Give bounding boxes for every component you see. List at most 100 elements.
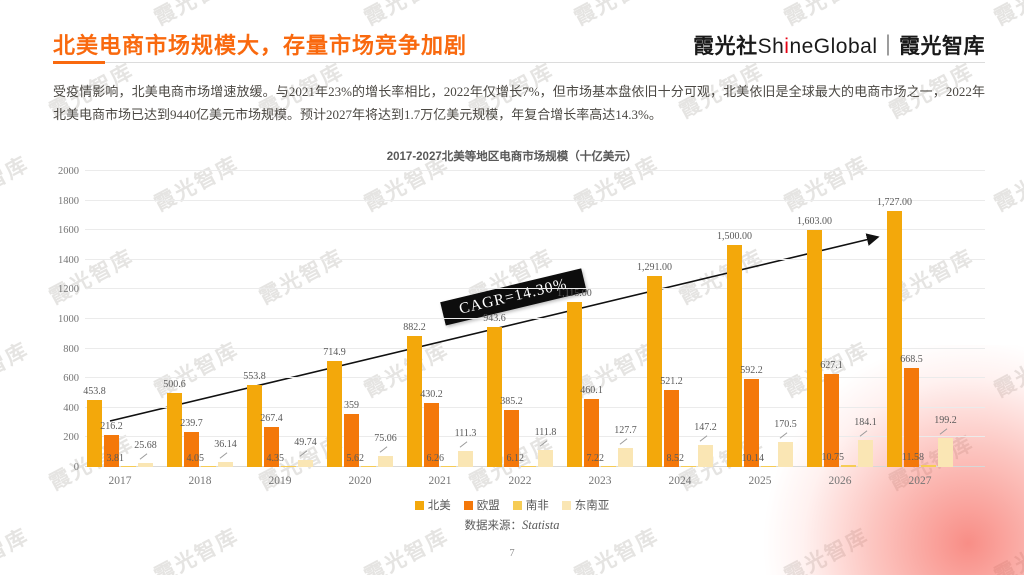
bar-value-label: 430.2: [420, 389, 443, 401]
bar-value-label: 3.81: [106, 452, 125, 464]
y-tick-label: 1800: [58, 195, 79, 207]
bar: [441, 465, 456, 467]
bar: [727, 245, 742, 467]
bar-value-label: 25.68: [134, 440, 157, 452]
bar-value-label: 627.1: [820, 360, 843, 372]
x-tick-label: 2027: [908, 475, 932, 487]
grid-line: [85, 377, 985, 379]
watermark-text: 霞光智库: [778, 0, 873, 32]
y-tick-label: 2000: [58, 166, 79, 177]
bar: [681, 465, 696, 467]
legend-label: 南非: [525, 500, 549, 512]
label-leader-line: [939, 427, 948, 435]
bar-value-label: 6.12: [506, 452, 525, 464]
bar-value-label: 111.8: [534, 427, 557, 439]
bar: [424, 403, 439, 467]
bar-value-label: 49.74: [294, 436, 317, 448]
bar-value-label: 7.22: [586, 452, 605, 464]
bar: [167, 392, 182, 467]
bar-group: 500.6 239.7 4.05 36.14: [163, 171, 237, 467]
bar-value-label: 1,603.00: [797, 215, 832, 227]
bar: [378, 455, 393, 467]
x-tick-label: 2021: [428, 475, 452, 487]
y-tick-label: 1000: [58, 314, 79, 325]
bar: [138, 463, 153, 467]
bar-value-label: 1,115.00: [557, 287, 592, 299]
bar-value-label: 4.05: [186, 452, 205, 464]
grid-line: [85, 229, 985, 231]
bar-group: 453.8 216.2 3.81 25.68: [83, 171, 157, 467]
bar: [407, 336, 422, 467]
grid-line: [85, 347, 985, 349]
y-tick-label: 1600: [58, 225, 79, 237]
data-source-label: 数据来源：: [464, 520, 522, 532]
bar: [567, 301, 582, 467]
grid-line: [85, 170, 985, 171]
bar: [504, 410, 519, 467]
label-leader-line: [619, 438, 628, 445]
watermark-text: 霞光智库: [0, 0, 34, 32]
chart-title: 2017-2027北美等地区电商市场规模（十亿美元）: [386, 151, 638, 163]
bar-value-label: 4.35: [266, 452, 285, 464]
bar: [218, 461, 233, 467]
bar-value-label: 239.7: [180, 417, 203, 429]
bar: [601, 465, 616, 467]
label-leader-line: [459, 440, 468, 448]
bar: [584, 398, 599, 467]
watermark-text: 霞光智库: [0, 338, 33, 403]
logo-separator: ｜: [877, 35, 899, 58]
legend-item: 欧盟: [463, 497, 500, 513]
bar: [841, 465, 856, 467]
x-tick-label: 2017: [108, 475, 132, 487]
legend-swatch: [561, 500, 571, 510]
bar-value-label: 170.5: [774, 418, 797, 430]
legend-swatch: [463, 500, 473, 510]
grid-line: [85, 406, 985, 408]
label-leader-line: [379, 446, 388, 453]
bar-value-label: 714.9: [323, 347, 346, 359]
bar-value-label: 6.26: [426, 452, 445, 464]
bar: [281, 465, 296, 467]
intro-paragraph: 受疫情影响，北美电商市场增速放缓。与2021年23%的增长率相比，2022年仅增…: [53, 84, 985, 122]
bar: [298, 459, 313, 467]
bar-value-label: 11.58: [901, 452, 924, 464]
bar-group: 1,500.00 592.2 10.14 170.5: [717, 171, 797, 467]
label-leader-line: [859, 430, 868, 437]
bar-group: 1,115.00 460.1 7.22 127.7: [557, 171, 637, 467]
bar-group: 1,727.00 668.5 11.58 199.2: [877, 171, 957, 467]
bar-value-label: 592.2: [740, 365, 763, 377]
bar: [521, 465, 536, 467]
y-tick-label: 1200: [58, 284, 79, 296]
bar-group: 1,603.00 627.1 10.75 184.1: [797, 171, 877, 467]
bar: [858, 439, 873, 467]
bar-value-label: 10.75: [821, 452, 845, 464]
bar: [327, 361, 342, 467]
legend-swatch: [414, 500, 424, 510]
bar-value-label: 453.8: [83, 385, 106, 397]
logo-brand-en: ShineGlobal: [757, 35, 878, 58]
bar: [264, 427, 279, 467]
legend-swatch: [512, 500, 522, 510]
bar-value-label: 5.62: [346, 452, 365, 464]
bar-group: 882.2 430.2 6.26 111.3: [403, 171, 476, 467]
title-divider-accent: [53, 61, 105, 64]
logo-brand-cn: 霞光社: [693, 35, 758, 58]
legend-item: 北美: [414, 497, 451, 513]
bar-value-label: 882.2: [403, 322, 426, 334]
bar: [487, 327, 502, 467]
x-tick-label: 2024: [668, 475, 692, 487]
bar: [121, 465, 136, 467]
bar-value-label: 111.3: [454, 427, 477, 439]
bar-value-label: 10.14: [741, 452, 765, 464]
x-tick-label: 2018: [188, 475, 212, 487]
bar-value-label: 36.14: [214, 438, 237, 450]
bar: [778, 441, 793, 467]
bar-value-label: 127.7: [614, 425, 637, 437]
grid-line: [85, 436, 985, 438]
bar: [87, 399, 102, 467]
y-tick-label: 800: [63, 343, 79, 355]
bar-value-label: 385.2: [500, 396, 523, 407]
bar: [807, 229, 822, 467]
page-number: 7: [509, 548, 515, 559]
x-tick-label: 2022: [508, 475, 532, 487]
